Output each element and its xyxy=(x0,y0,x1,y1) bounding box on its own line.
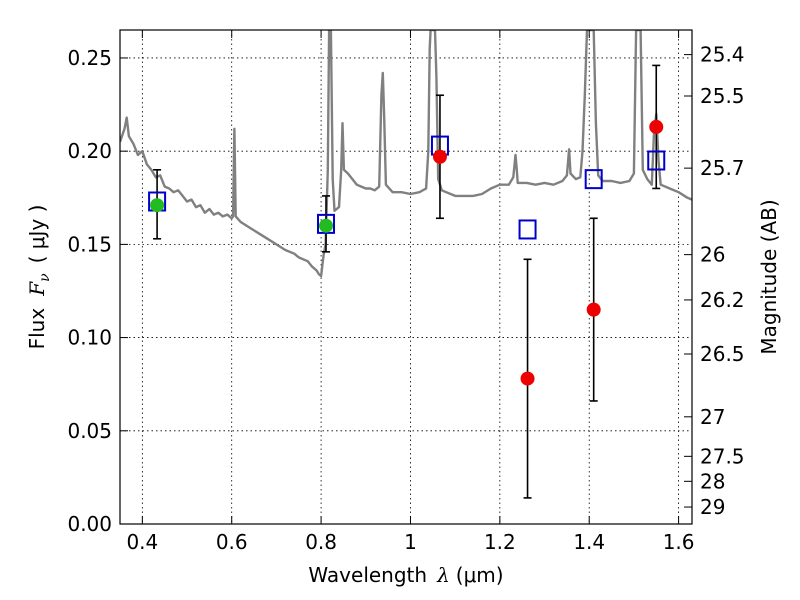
grid xyxy=(120,30,692,525)
x-tick-label: 0.8 xyxy=(305,530,337,554)
magnitude-tick-label: 26.5 xyxy=(700,342,745,366)
y-axis-ticks: 0.00 0.05 0.10 0.15 0.20 0.25 xyxy=(67,46,128,536)
y-tick-label: 0.05 xyxy=(67,419,112,443)
flux-data-point xyxy=(586,302,601,317)
flux-data-point xyxy=(520,371,535,386)
model-photometry-square xyxy=(647,150,666,171)
magnitude-tick-label: 27 xyxy=(700,405,725,429)
model-photometry-square xyxy=(518,219,537,240)
y-tick-label: 0.10 xyxy=(67,326,112,350)
spectrum-layer xyxy=(120,30,692,278)
x-axis-ticks: 0.4 0.6 0.8 1 1.2 1.4 1.6 xyxy=(126,30,695,554)
model-photometry-square xyxy=(584,169,603,190)
flux-data-point xyxy=(649,119,664,134)
magnitude-tick-label: 26.2 xyxy=(700,288,745,312)
x-tick-label: 1.4 xyxy=(573,530,605,554)
x-tick-label: 1.6 xyxy=(663,530,695,554)
plot-frame xyxy=(119,29,693,525)
y-axis-label: FluxFν( μJy ) xyxy=(25,205,53,350)
x-axis-label: Wavelength λ (μm) xyxy=(308,563,503,587)
magnitude-tick-label: 27.5 xyxy=(700,444,745,468)
y-tick-label: 0.15 xyxy=(67,232,112,256)
magnitude-tick-label: 28 xyxy=(700,469,725,493)
data-points-layer xyxy=(148,64,666,499)
magnitude-tick-label: 25.5 xyxy=(700,84,745,108)
magnitude-tick-label: 25.4 xyxy=(700,43,745,67)
model-photometry-square xyxy=(317,213,336,234)
y-tick-label: 0.20 xyxy=(67,139,112,163)
x-tick-label: 0.6 xyxy=(216,530,248,554)
flux-data-point xyxy=(150,198,165,213)
magnitude-tick-label: 25.7 xyxy=(700,156,745,180)
flux-data-point xyxy=(319,218,334,233)
x-tick-label: 0.4 xyxy=(126,530,158,554)
spectrum-line xyxy=(120,30,692,278)
y-tick-label: 0.25 xyxy=(67,46,112,70)
magnitude-tick-label: 26 xyxy=(700,243,725,267)
magnitude-tick-label: 29 xyxy=(700,495,725,519)
magnitude-axis-label: Magnitude (AB) xyxy=(757,199,781,354)
y-tick-label: 0.00 xyxy=(67,512,112,536)
x-tick-label: 1 xyxy=(404,530,417,554)
x-tick-label: 1.2 xyxy=(484,530,516,554)
flux-data-point xyxy=(432,149,447,164)
